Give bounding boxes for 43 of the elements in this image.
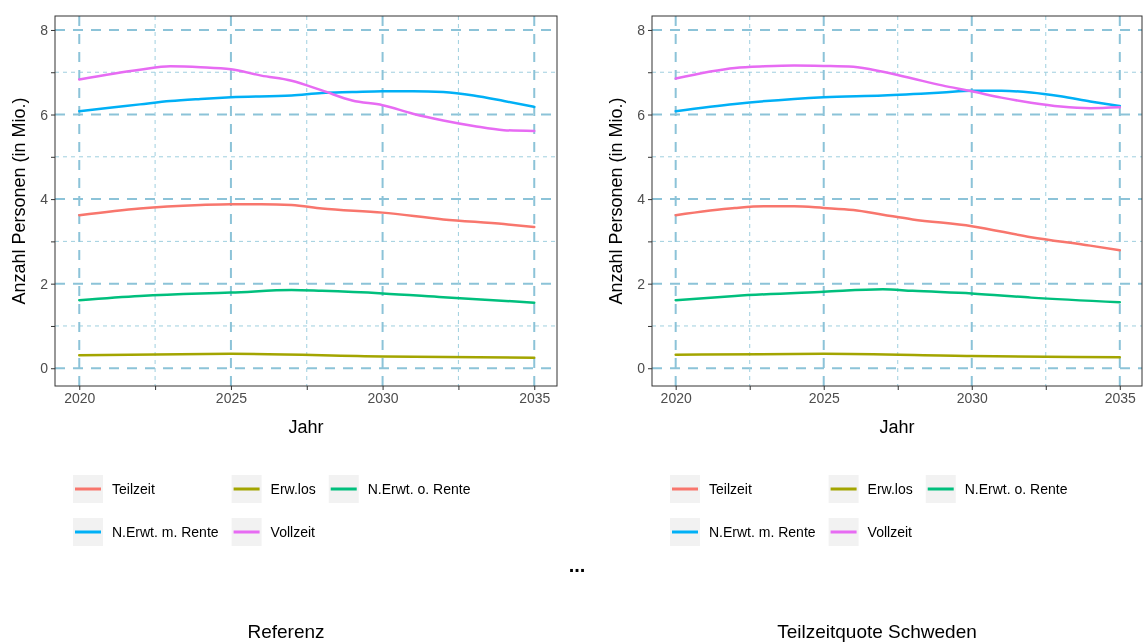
line-series	[674, 287, 1122, 304]
legend-label: N.Erwt. o. Rente	[367, 481, 471, 497]
y-tick-label: 4	[40, 191, 49, 208]
legend-label: Vollzeit	[270, 524, 316, 540]
y-tick-label: 2	[40, 275, 49, 292]
legend-label: N.Erwt. o. Rente	[964, 481, 1068, 497]
y-tick-label: 0	[637, 360, 646, 377]
y-axis-title: Anzahl Personen (in Mio.)	[9, 97, 29, 305]
y-tick-label: 8	[40, 21, 49, 38]
line-series	[674, 64, 1122, 110]
x-tick-label: 2030	[367, 389, 399, 406]
y-tick-label: 6	[637, 106, 646, 123]
y-tick-label: 8	[637, 21, 646, 38]
x-tick-label: 2020	[660, 389, 692, 406]
y-axis-title: Anzahl Personen (in Mio.)	[606, 97, 626, 305]
legend-label: N.Erwt. m. Rente	[112, 524, 219, 540]
x-tick-label: 2025	[808, 389, 840, 406]
legend-label: Erw.los	[867, 481, 913, 497]
x-tick-label: 2035	[1104, 389, 1137, 406]
line-series	[78, 202, 536, 229]
x-axis-title: Jahr	[288, 417, 324, 437]
line-series	[674, 89, 1122, 113]
legend-label: Teilzeit	[112, 481, 155, 497]
text: Teilzeitquote Schweden	[777, 621, 977, 642]
line-series	[674, 205, 1122, 252]
legend-label: Vollzeit	[867, 524, 913, 540]
line-series	[78, 288, 536, 304]
text: Referenz	[247, 621, 325, 642]
text: ...	[568, 554, 586, 576]
legend-label: Teilzeit	[709, 481, 752, 497]
legend-label: N.Erwt. m. Rente	[709, 524, 816, 540]
x-tick-label: 2020	[64, 389, 96, 406]
legend-label: Erw.los	[270, 481, 316, 497]
x-tick-label: 2030	[956, 389, 989, 406]
y-tick-label: 4	[637, 191, 646, 208]
x-tick-label: 2025	[215, 389, 248, 406]
x-tick-label: 2035	[519, 389, 551, 406]
line-series	[78, 65, 536, 133]
line-series	[78, 90, 536, 113]
y-tick-label: 6	[40, 106, 49, 123]
x-axis-title: Jahr	[879, 417, 915, 437]
y-tick-label: 0	[40, 360, 49, 377]
y-tick-label: 2	[637, 275, 646, 292]
